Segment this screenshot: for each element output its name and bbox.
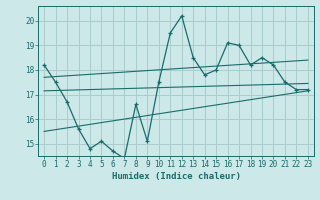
X-axis label: Humidex (Indice chaleur): Humidex (Indice chaleur)	[111, 172, 241, 181]
